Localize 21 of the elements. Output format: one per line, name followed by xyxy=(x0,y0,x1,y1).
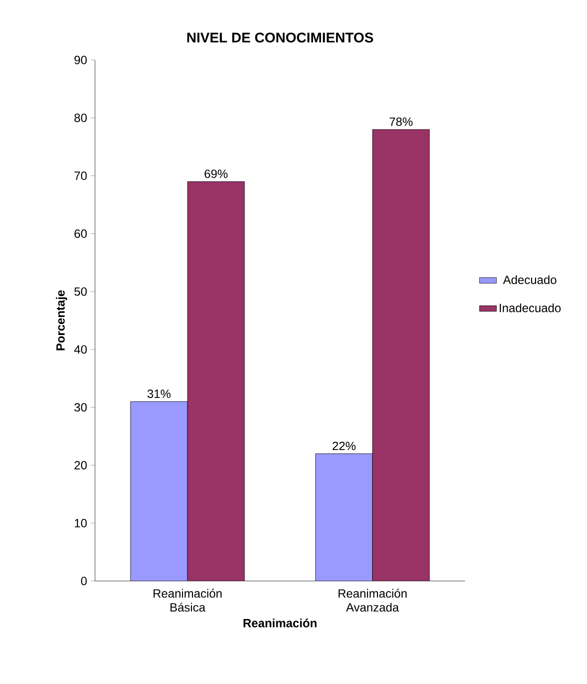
legend-label: Adecuado xyxy=(503,275,556,284)
y-tick-label: 20 xyxy=(74,460,87,470)
y-tick-label: 10 xyxy=(74,518,87,528)
legend-label: Inadecuado xyxy=(500,303,561,312)
chart-title: NIVEL DE CONOCIMIENTOS xyxy=(187,32,374,42)
y-tick-label: 30 xyxy=(74,403,87,412)
x-tick-label: Reanimación Avanzada xyxy=(338,588,407,612)
y-tick-label: 40 xyxy=(74,345,87,354)
y-tick-label: 70 xyxy=(74,172,87,180)
data-label: 69% xyxy=(204,170,228,178)
y-tick-label: 50 xyxy=(74,287,87,296)
y-tick-label: 80 xyxy=(74,114,87,122)
y-tick-label: 60 xyxy=(74,229,87,238)
x-axis-title: Reanimación xyxy=(244,618,316,628)
y-tick-label: 90 xyxy=(74,56,87,64)
y-tick-label: 0 xyxy=(81,576,87,586)
y-axis-title: Porcentaje xyxy=(56,290,68,350)
data-label: 31% xyxy=(147,390,171,398)
data-label: 78% xyxy=(390,117,413,126)
data-label: 22% xyxy=(332,442,356,450)
x-tick-label: Reanimación Básica xyxy=(154,588,222,612)
